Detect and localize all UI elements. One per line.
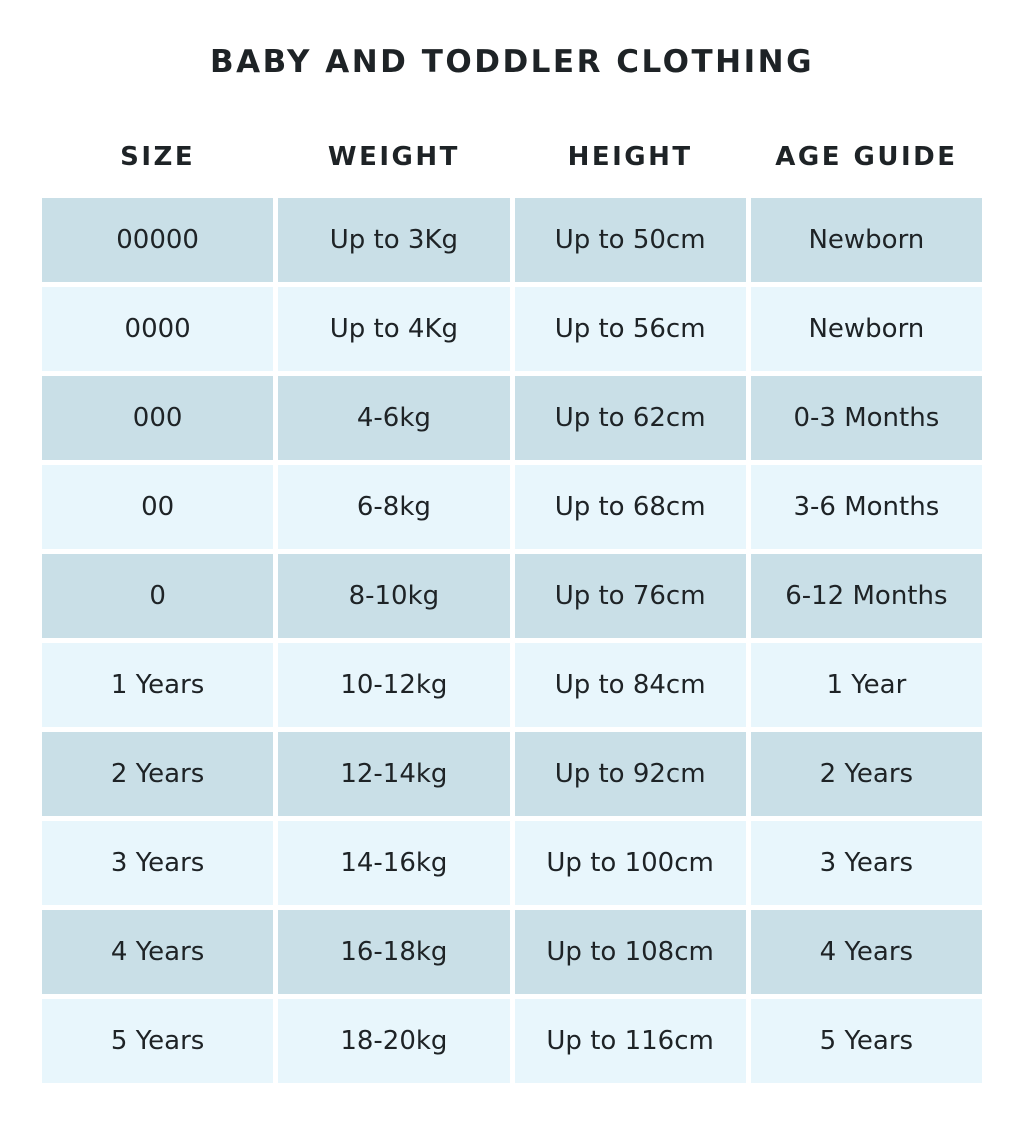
cell-weight: 12-14kg <box>278 732 510 816</box>
cell-height: Up to 108cm <box>514 910 746 994</box>
cell-height: Up to 50cm <box>514 198 746 282</box>
cell-weight: 16-18kg <box>278 910 510 994</box>
cell-size: 0 <box>42 554 274 638</box>
cell-size: 1 Years <box>42 643 274 727</box>
cell-weight: Up to 4Kg <box>278 287 510 371</box>
cell-height: Up to 84cm <box>514 643 746 727</box>
cell-height: Up to 68cm <box>514 465 746 549</box>
cell-age-guide: 3 Years <box>750 821 982 905</box>
cell-weight: 6-8kg <box>278 465 510 549</box>
cell-age-guide: Newborn <box>750 287 982 371</box>
header-age-guide: AGE GUIDE <box>775 142 958 172</box>
cell-weight: 18-20kg <box>278 999 510 1083</box>
cell-age-guide: 1 Year <box>750 643 982 727</box>
cell-age-guide: 0-3 Months <box>750 376 982 460</box>
size-table: 00000 Up to 3Kg Up to 50cm Newborn 0000 Up to… <box>42 198 982 1083</box>
cell-height: Up to 92cm <box>514 732 746 816</box>
cell-weight: Up to 3Kg <box>278 198 510 282</box>
cell-size: 3 Years <box>42 821 274 905</box>
cell-height: Up to 76cm <box>514 554 746 638</box>
page-title: BABY AND TODDLER CLOTHING <box>209 44 815 80</box>
cell-height: Up to 62cm <box>514 376 746 460</box>
cell-age-guide: 4 Years <box>750 910 982 994</box>
header-height: HEIGHT <box>567 142 693 172</box>
cell-age-guide: Newborn <box>750 198 982 282</box>
cell-size: 4 Years <box>42 910 274 994</box>
cell-age-guide: 2 Years <box>750 732 982 816</box>
cell-weight: 14-16kg <box>278 821 510 905</box>
cell-height: Up to 56cm <box>514 287 746 371</box>
cell-age-guide: 6-12 Months <box>750 554 982 638</box>
cell-age-guide: 5 Years <box>750 999 982 1083</box>
cell-weight: 4-6kg <box>278 376 510 460</box>
cell-weight: 8-10kg <box>278 554 510 638</box>
cell-weight: 10-12kg <box>278 643 510 727</box>
cell-size: 0000 <box>42 287 274 371</box>
header-weight: WEIGHT <box>327 142 460 172</box>
cell-size: 000 <box>42 376 274 460</box>
cell-height: Up to 116cm <box>514 999 746 1083</box>
cell-size: 5 Years <box>42 999 274 1083</box>
header-size: SIZE <box>120 142 196 172</box>
cell-size: 00 <box>42 465 274 549</box>
table-header: SIZE WEIGHT HEIGHT AGE GUIDE <box>42 142 982 172</box>
cell-age-guide: 3-6 Months <box>750 465 982 549</box>
cell-size: 2 Years <box>42 732 274 816</box>
cell-height: Up to 100cm <box>514 821 746 905</box>
cell-size: 00000 <box>42 198 274 282</box>
